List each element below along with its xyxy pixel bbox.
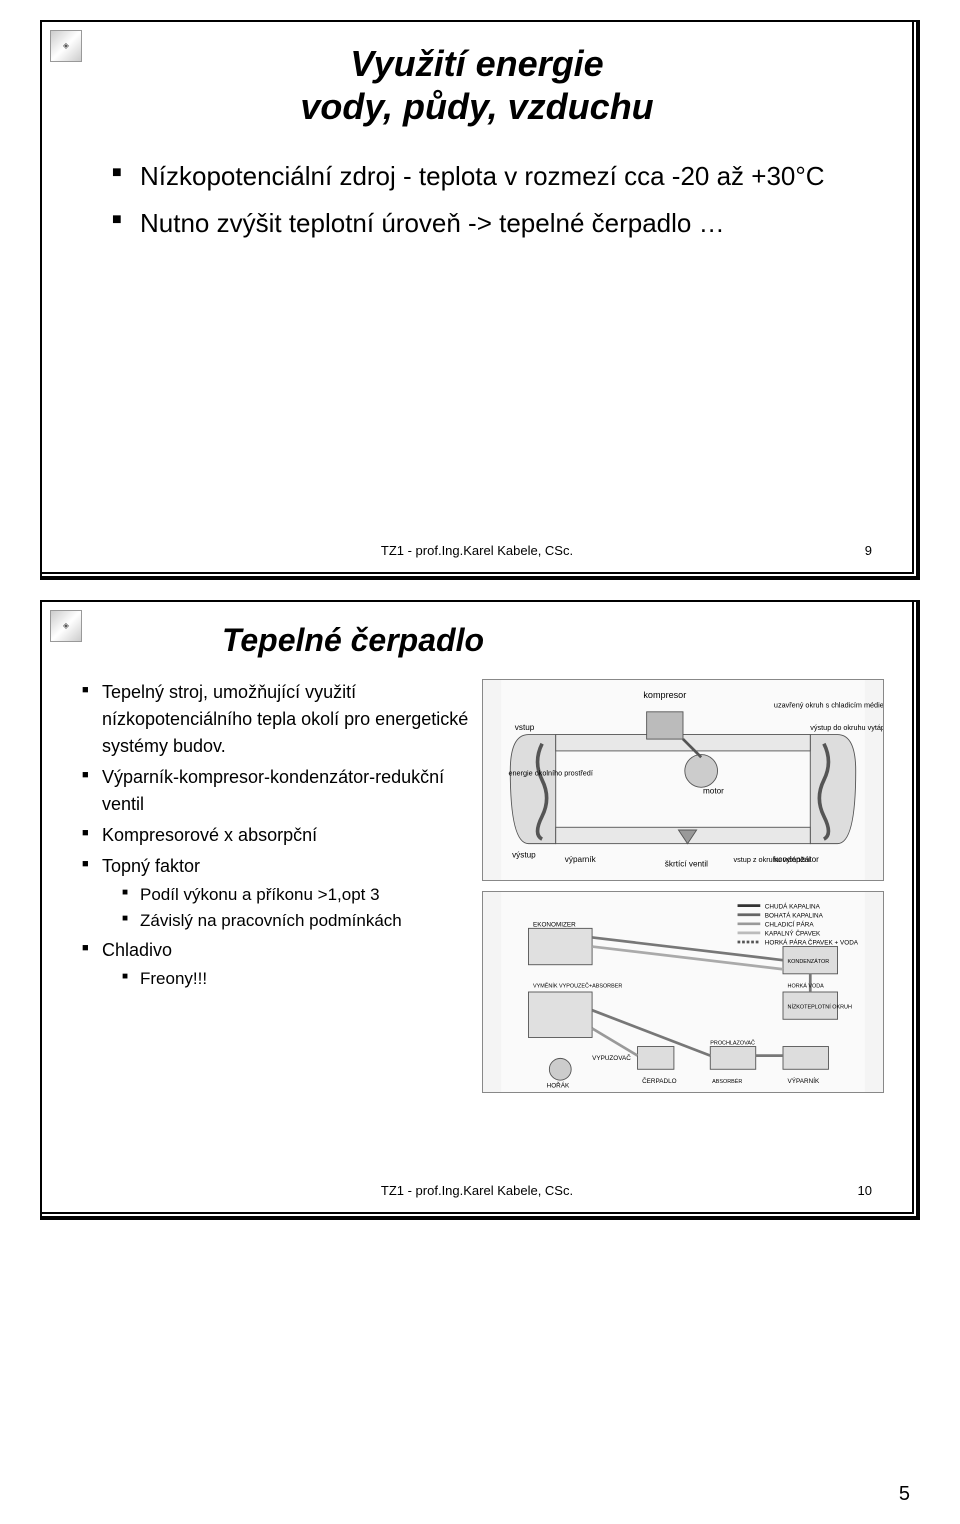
slide-2-title: Tepelné čerpadlo [222,622,882,659]
slide-1-bullet: Nízkopotenciální zdroj - teplota v rozme… [112,158,882,194]
diagram-svg: kompresor uzavřený okruh s chladicím méd… [483,680,883,880]
slide-1-frame: ◈ Využití energie vody, půdy, vzduchu Ní… [40,20,920,580]
label-skrtici: škrtící ventil [665,859,708,868]
label-vystup: výstup [512,850,536,859]
label-kompresor: kompresor [643,690,686,700]
slide-1-title: Využití energie vody, půdy, vzduchu [72,42,882,128]
slide-2-page-number: 10 [858,1183,872,1198]
slide-1-bullet-list: Nízkopotenciální zdroj - teplota v rozme… [72,158,882,241]
slide-1-inner: ◈ Využití energie vody, půdy, vzduchu Ní… [42,22,918,578]
label-vyparnik2: VÝPARNÍK [788,1076,820,1085]
slide-1-bullet: Nutno zvýšit teplotní úroveň -> tepelné … [112,205,882,241]
label-horka-voda: HORKÁ VODA [788,982,825,989]
slide-1-title-line1: Využití energie [350,43,603,84]
heat-pump-cycle-diagram: kompresor uzavřený okruh s chladicím méd… [482,679,884,881]
slide-1-page-number: 9 [865,543,872,558]
label-vymenik: VYMĚNÍK VYPOUZEČ+ABSORBER [533,981,622,989]
document-page-number: 5 [899,1483,910,1506]
slide-2-text-column: Tepelný stroj, umožňující využití nízkop… [72,679,472,1093]
legend-chuda: CHUDÁ KAPALINA [765,901,821,910]
footer-text: TZ1 - prof.Ing.Karel Kabele, CSc. [381,1183,573,1198]
label-nizko: NÍZKOTEPLOTNÍ OKRUH [788,1003,852,1010]
legend-chladici: CHLADICÍ PÁRA [765,920,815,929]
slide-1-footer: TZ1 - prof.Ing.Karel Kabele, CSc. 9 [42,543,912,558]
slide-2-sub-list: Freony!!! [102,966,472,992]
slide-2-sub-list: Podíl výkonu a příkonu >1,opt 3 Závislý … [102,882,472,933]
absorption-heat-pump-diagram: CHUDÁ KAPALINA BOHATÁ KAPALINA CHLADICÍ … [482,891,884,1093]
footer-text: TZ1 - prof.Ing.Karel Kabele, CSc. [381,543,573,558]
bullet-label: Topný faktor [102,856,200,876]
label-vstup: vstup [515,723,535,732]
slide-2-bullet: Kompresorové x absorpční [82,822,472,849]
label-energie: energie okolního prostředí [508,768,592,777]
slide-2-bullet: Topný faktor Podíl výkonu a příkonu >1,o… [82,853,472,933]
page-container: ◈ Využití energie vody, půdy, vzduchu Ní… [0,20,960,1524]
label-prochlazovac: PROCHLAZOVAČ [710,1040,755,1047]
slide-2-inner: ◈ Tepelné čerpadlo Tepelný stroj, umožňu… [42,602,918,1218]
label-vypouztec: VYPUZOVAČ [592,1053,631,1062]
label-cerpadlo: ČERPADLO [642,1076,677,1085]
diagram-svg: CHUDÁ KAPALINA BOHATÁ KAPALINA CHLADICÍ … [483,892,883,1092]
label-vstup-okruh: výstup do okruhu vytápění [810,723,883,732]
slide-2-columns: Tepelný stroj, umožňující využití nízkop… [72,679,882,1093]
legend-horka: HORKÁ PÁRA ČPAVEK + VODA [765,938,859,947]
slide-2-sub-bullet: Závislý na pracovních podmínkách [122,908,472,934]
label-vystup-okruh: vstup z okruhu vytápění [734,855,811,864]
legend-cpavek: KAPALNÝ ČPAVEK [765,929,821,938]
slide-2-bullet: Tepelný stroj, umožňující využití nízkop… [82,679,472,760]
slide-2-bullet: Výparník-kompresor-kondenzátor-redukční … [82,764,472,818]
label-ekonomizer: EKONOMIZER [533,922,576,929]
label-vyparnik: výparník [565,855,597,864]
label-horak: HOŘÁK [547,1080,570,1089]
slide-2-bullet-list: Tepelný stroj, umožňující využití nízkop… [72,679,472,992]
slide-2-sub-bullet: Freony!!! [122,966,472,992]
slide-2-bullet: Chladivo Freony!!! [82,937,472,992]
university-logo-icon: ◈ [50,30,82,62]
university-logo-icon: ◈ [50,610,82,642]
legend-bohata: BOHATÁ KAPALINA [765,910,824,919]
label-uzavreny-okruh: uzavřený okruh s chladicím médiem [774,700,883,709]
label-motor: motor [703,787,724,796]
bullet-label: Chladivo [102,940,172,960]
slide-2-footer: TZ1 - prof.Ing.Karel Kabele, CSc. 10 [42,1183,912,1198]
slide-2-frame: ◈ Tepelné čerpadlo Tepelný stroj, umožňu… [40,600,920,1220]
slide-1-title-line2: vody, půdy, vzduchu [300,86,653,127]
label-absorber: ABSORBÉR [712,1078,742,1085]
slide-2-sub-bullet: Podíl výkonu a příkonu >1,opt 3 [122,882,472,908]
label-kondenzator2: KONDENZÁTOR [788,958,830,965]
slide-2-diagram-column: kompresor uzavřený okruh s chladicím méd… [482,679,882,1093]
